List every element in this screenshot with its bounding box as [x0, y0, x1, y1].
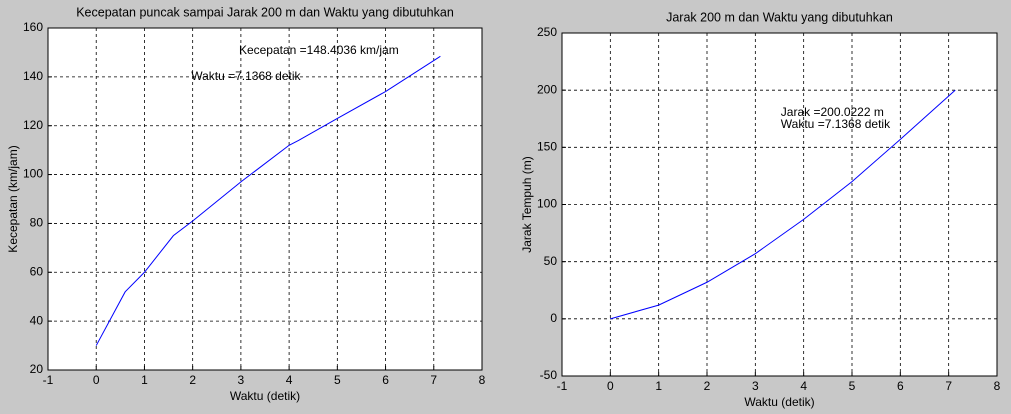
x-tick-label: 8 [994, 379, 1001, 393]
x-tick-label: 0 [93, 373, 100, 387]
annotation: Waktu =7.1368 detik [191, 69, 301, 83]
x-tick-label: 7 [430, 373, 437, 387]
y-tick-label: 250 [537, 25, 557, 39]
x-tick-label: -1 [557, 379, 568, 393]
y-tick-label: 40 [30, 313, 44, 327]
y-tick-label: 0 [550, 311, 557, 325]
x-axis-label: Waktu (detik) [230, 389, 300, 403]
x-tick-label: 0 [607, 379, 614, 393]
data-line [95, 55, 441, 346]
plot-area [48, 28, 482, 370]
plot-border [561, 32, 998, 377]
x-tick-label: 3 [238, 373, 245, 387]
x-tick-label: 1 [655, 379, 662, 393]
y-axis-label: Jarak Tempuh (m) [520, 156, 534, 252]
x-tick-label: 4 [286, 373, 293, 387]
chart-title: Kecepatan puncak sampai Jarak 200 m dan … [76, 5, 454, 19]
x-tick-label: 6 [897, 379, 904, 393]
y-tick-label: 80 [30, 216, 44, 230]
x-tick-label: 3 [752, 379, 759, 393]
data-line [610, 89, 956, 320]
annotation: Jarak =200.0222 m [781, 105, 884, 119]
chart-title: Jarak 200 m dan Waktu yang dibutuhkan [666, 10, 893, 24]
x-tick-label: 1 [141, 373, 148, 387]
x-tick-label: 4 [800, 379, 807, 393]
plot-border [47, 27, 483, 371]
y-tick-label: 60 [30, 264, 44, 278]
x-tick-label: -1 [43, 373, 54, 387]
x-tick-label: 6 [382, 373, 389, 387]
x-tick-label: 5 [334, 373, 341, 387]
x-axis-label: Waktu (detik) [744, 395, 814, 409]
y-tick-label: 20 [30, 362, 44, 376]
x-tick-label: 7 [945, 379, 952, 393]
y-tick-label: 100 [23, 167, 43, 181]
x-tick-label: 8 [479, 373, 486, 387]
y-tick-label: 50 [544, 254, 558, 268]
y-tick-label: 100 [537, 197, 557, 211]
x-tick-label: 2 [704, 379, 711, 393]
y-tick-label: 120 [23, 118, 43, 132]
x-tick-label: 5 [849, 379, 856, 393]
y-tick-label: 150 [537, 140, 557, 154]
annotation: Kecepatan =148.4036 km/jam [239, 43, 399, 57]
x-tick-label: 2 [189, 373, 196, 387]
y-tick-label: 200 [537, 82, 557, 96]
y-axis-label: Kecepatan (km/jam) [6, 145, 20, 252]
annotation: Waktu =7.1368 detik [781, 117, 891, 131]
y-tick-label: 160 [23, 20, 43, 34]
y-tick-label: 140 [23, 69, 43, 83]
y-tick-label: -50 [540, 368, 558, 382]
